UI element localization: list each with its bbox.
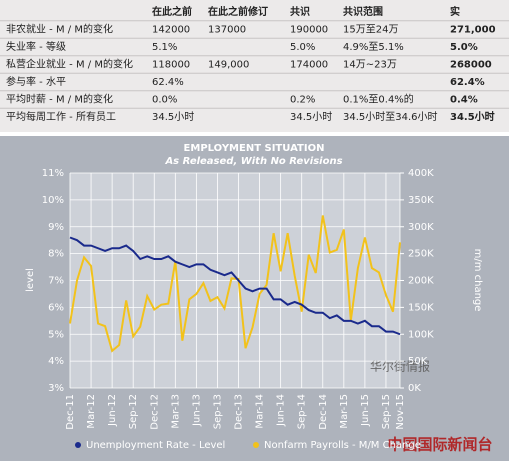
y2-tick-label: 350K <box>408 195 434 206</box>
table-cell: 平均时薪 - M / M的变化 <box>6 93 113 106</box>
x-tick-label: Dec-13 <box>234 394 245 430</box>
y-tick-label: 4% <box>48 356 64 367</box>
chart-subtitle: As Released, With No Revisions <box>164 156 342 167</box>
x-tick-label: Mar-14 <box>255 394 266 429</box>
table-cell: 非农就业 - M / M的变化 <box>6 23 113 36</box>
y-tick-label: 6% <box>48 302 64 313</box>
table-cell: 14万~23万 <box>343 60 397 71</box>
table-bg <box>0 0 509 132</box>
x-tick-label: Mar-15 <box>339 394 350 429</box>
x-tick-label: Jun-14 <box>276 394 287 427</box>
table-cell: 62.4% <box>450 77 485 88</box>
table-cell: 5.0% <box>290 42 315 53</box>
table-cell: 5.1% <box>152 42 177 53</box>
y2-tick-label: 50K <box>408 356 428 367</box>
series-line <box>69 236 401 336</box>
x-tick-label: Jun-12 <box>107 394 118 427</box>
x-tick-label: Jun-15 <box>360 394 371 427</box>
table-cell: 118000 <box>152 60 190 71</box>
y-tick-label: 9% <box>48 222 64 233</box>
header-cell: 在此之前修订 <box>208 5 268 18</box>
header-cell: 实 <box>450 5 460 18</box>
x-tick-label: Sep-14 <box>297 394 308 429</box>
y2-tick-label: 400K <box>408 168 434 179</box>
table-cell: 62.4% <box>152 77 184 88</box>
table-cell: 149,000 <box>208 60 249 71</box>
table-cell: 4.9%至5.1% <box>343 41 404 53</box>
x-tick-label: Nov-15 <box>395 394 406 430</box>
table-cell: 平均每周工作 - 所有员工 <box>6 110 116 123</box>
header-cell: 共识范围 <box>343 5 383 18</box>
x-tick-label: Mar-13 <box>170 394 181 429</box>
table-cell: 34.5小时 <box>450 110 495 123</box>
y-tick-label: 7% <box>48 276 64 287</box>
y2-tick-label: 100K <box>408 329 434 340</box>
y2-axis-label: m/m change <box>472 249 483 312</box>
table-cell: 15万至24万 <box>343 24 398 36</box>
x-tick-label: Dec-12 <box>149 394 160 430</box>
table-cell: 0.2% <box>290 95 315 106</box>
table-cell: 参与率 - 水平 <box>6 75 66 88</box>
table-cell: 5.0% <box>450 42 478 53</box>
y2-tick-label: 0K <box>408 383 421 394</box>
x-tick-label: Dec-14 <box>318 394 329 430</box>
watermark: 中国国际新闻台 <box>387 436 492 454</box>
x-tick-label: Mar-12 <box>86 394 97 429</box>
table-cell: 34.5小时至34.6小时 <box>343 111 438 123</box>
legend-label: Nonfarm Payrolls - M/M Change <box>264 440 421 451</box>
y-tick-label: 8% <box>48 249 64 260</box>
header-cell: 共识 <box>290 5 310 18</box>
legend-swatch <box>253 442 259 448</box>
table-cell: 34.5小时 <box>290 111 332 123</box>
x-tick-label: Dec-11 <box>65 394 76 430</box>
table-cell: 私营企业就业 - M / M的变化 <box>6 58 133 71</box>
table-cell: 失业率 - 等级 <box>6 40 66 53</box>
series-line <box>69 215 401 353</box>
x-tick-label: Sep-12 <box>128 394 139 429</box>
table-cell: 190000 <box>290 25 328 36</box>
y-tick-label: 5% <box>48 329 64 340</box>
header-cell: 在此之前 <box>152 5 192 18</box>
chart-title: EMPLOYMENT SITUATION <box>184 143 325 154</box>
legend-label: Unemployment Rate - Level <box>86 440 225 451</box>
table-cell: 0.1%至0.4%的 <box>343 93 414 106</box>
table-cell: 174000 <box>290 60 328 71</box>
table-cell: 0.0% <box>152 95 177 106</box>
y2-tick-label: 200K <box>408 276 434 287</box>
legend-swatch <box>75 442 81 448</box>
table-cell: 271,000 <box>450 25 496 36</box>
y-tick-label: 10% <box>42 195 64 206</box>
y2-tick-label: 250K <box>408 249 434 260</box>
table-cell: 268000 <box>450 60 492 71</box>
x-tick-label: Sep-13 <box>212 394 223 429</box>
x-tick-label: Sep-15 <box>381 394 392 429</box>
y-tick-label: 11% <box>42 168 64 179</box>
table-cell: 0.4% <box>450 95 478 106</box>
table-cell: 34.5小时 <box>152 111 194 123</box>
y-axis-label: level <box>25 268 36 292</box>
table-cell: 137000 <box>208 25 246 36</box>
y2-tick-label: 150K <box>408 302 434 313</box>
x-tick-label: Jun-13 <box>191 394 202 427</box>
y2-tick-label: 300K <box>408 222 434 233</box>
y-tick-label: 3% <box>48 383 64 394</box>
table-cell: 142000 <box>152 25 190 36</box>
